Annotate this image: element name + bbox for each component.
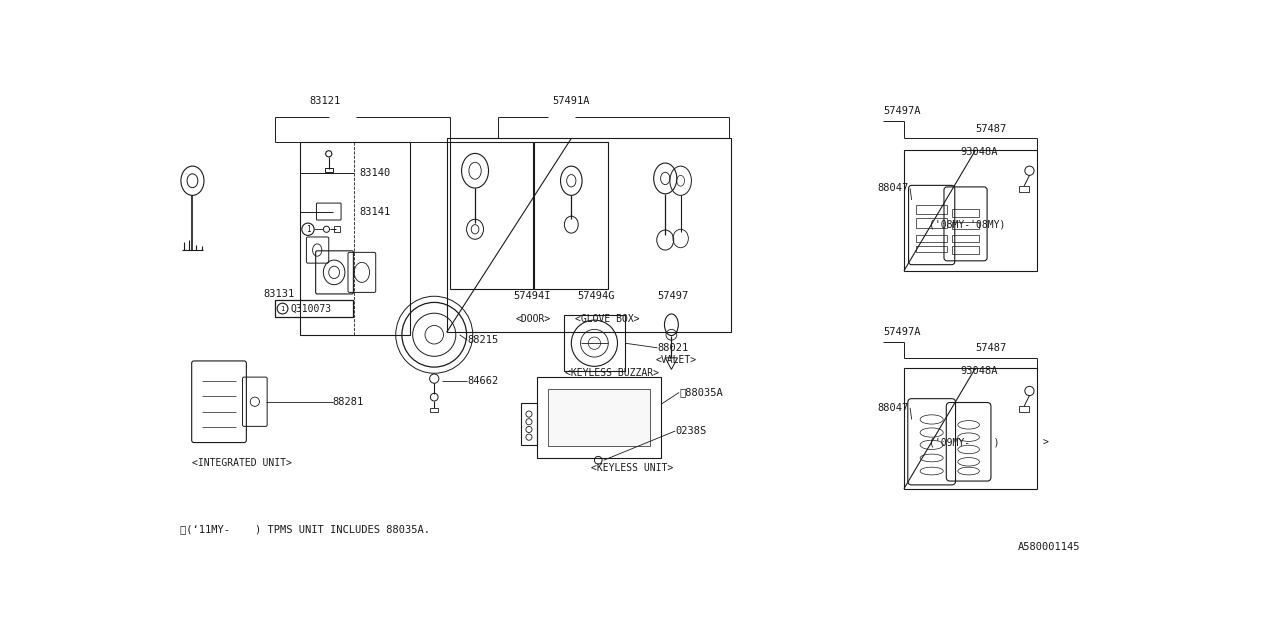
- Text: 57487: 57487: [975, 343, 1007, 353]
- Text: 93048A: 93048A: [960, 366, 997, 376]
- Text: 57491A: 57491A: [552, 97, 590, 106]
- Text: Q310073: Q310073: [291, 303, 332, 314]
- Text: <KEYLESS BUZZAR>: <KEYLESS BUZZAR>: [566, 368, 659, 378]
- Text: ※88035A: ※88035A: [680, 387, 723, 397]
- Text: <GLOVE BOX>: <GLOVE BOX>: [575, 314, 640, 324]
- Bar: [952, 235, 979, 243]
- Bar: [904, 150, 1037, 271]
- Bar: [325, 168, 333, 172]
- Bar: [334, 226, 340, 232]
- Text: 57494I: 57494I: [513, 291, 552, 301]
- Bar: [952, 209, 979, 217]
- Text: ('08MY-'08MY): ('08MY-'08MY): [929, 220, 1006, 230]
- Text: 83121: 83121: [310, 97, 340, 106]
- Text: 88215: 88215: [467, 335, 499, 345]
- Bar: [430, 408, 438, 412]
- Text: 84662: 84662: [467, 376, 499, 386]
- Bar: [536, 377, 662, 458]
- Text: 57497A: 57497A: [883, 106, 920, 116]
- Text: 57497: 57497: [658, 291, 689, 301]
- Text: 83140: 83140: [360, 168, 390, 178]
- Bar: [563, 316, 625, 371]
- Bar: [916, 246, 947, 252]
- Bar: [548, 388, 650, 447]
- Text: ※(‘11MY-    ) TPMS UNIT INCLUDES 88035A.: ※(‘11MY- ) TPMS UNIT INCLUDES 88035A.: [180, 525, 430, 534]
- Text: 88021: 88021: [658, 343, 689, 353]
- Bar: [301, 142, 410, 335]
- Text: 57497A: 57497A: [883, 328, 920, 337]
- Text: 83131: 83131: [264, 289, 294, 299]
- Bar: [447, 138, 731, 332]
- Text: A580001145: A580001145: [1018, 541, 1080, 552]
- Text: 88047: 88047: [878, 403, 909, 413]
- Text: 0238S: 0238S: [676, 426, 707, 436]
- Text: ('09MY-    ): ('09MY- ): [929, 438, 1000, 447]
- Bar: [904, 368, 1037, 489]
- Text: <KEYLESS UNIT>: <KEYLESS UNIT>: [590, 463, 673, 473]
- Text: 88047: 88047: [878, 184, 909, 193]
- Bar: [521, 403, 536, 445]
- Text: <INTEGRATED UNIT>: <INTEGRATED UNIT>: [192, 458, 292, 468]
- Text: 1: 1: [280, 305, 284, 312]
- Text: 83141: 83141: [360, 207, 390, 216]
- Bar: [916, 218, 947, 228]
- Bar: [449, 142, 532, 289]
- Text: 57487: 57487: [975, 124, 1007, 134]
- Text: <VALET>: <VALET>: [657, 355, 698, 365]
- Bar: [916, 205, 947, 214]
- Text: <DOOR>: <DOOR>: [516, 314, 552, 324]
- Bar: [275, 300, 353, 317]
- Bar: [1019, 406, 1029, 412]
- Bar: [952, 221, 979, 229]
- Bar: [534, 142, 608, 289]
- Text: 93048A: 93048A: [960, 147, 997, 157]
- Bar: [952, 246, 979, 254]
- Text: >: >: [1042, 438, 1048, 447]
- Bar: [1019, 186, 1029, 192]
- Bar: [916, 235, 947, 243]
- Text: 1: 1: [306, 225, 310, 234]
- Text: 88281: 88281: [333, 397, 364, 407]
- Text: 57494G: 57494G: [577, 291, 614, 301]
